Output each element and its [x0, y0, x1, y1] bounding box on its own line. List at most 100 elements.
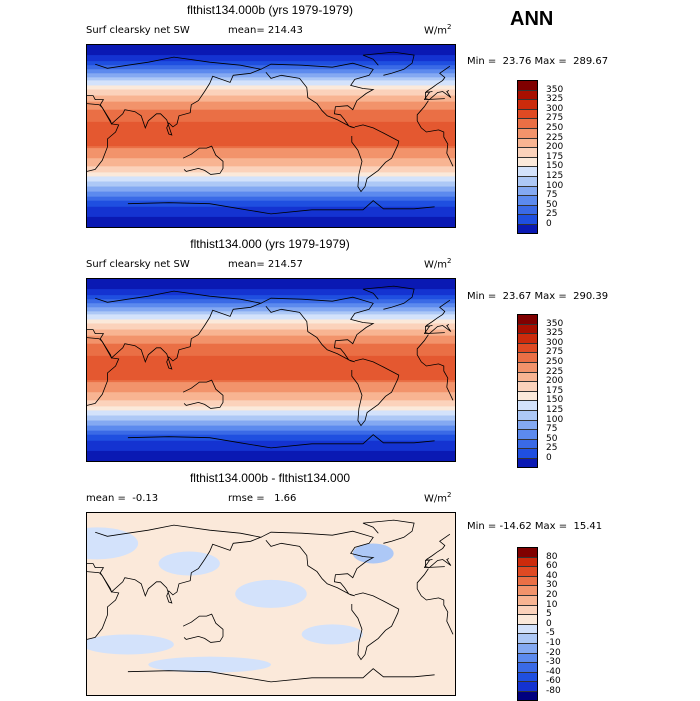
colorbar-level-label: -60	[546, 676, 561, 687]
colorbar-level-label: 125	[546, 405, 564, 415]
coastline-africa	[424, 98, 445, 100]
colorbar-swatch	[517, 662, 538, 672]
contour-band	[158, 551, 220, 576]
contour-band	[301, 624, 363, 645]
coastline-africa	[416, 568, 454, 635]
colorbar-level-label: 75	[546, 424, 558, 435]
colorbar-level-label: 150	[546, 161, 564, 172]
contour-band	[87, 425, 455, 432]
colorbar-swatch	[517, 652, 538, 663]
colorbar-swatch	[517, 147, 538, 157]
contour-band	[87, 216, 455, 228]
colorbar-level-label: 225	[546, 132, 564, 143]
colorbar-swatch	[517, 429, 538, 439]
contour-band	[87, 450, 455, 462]
panel-1-min: 23.76	[502, 56, 532, 67]
colorbar-level-label: 350	[546, 318, 564, 329]
contour-band	[87, 158, 455, 167]
panel-3-title: flthist134.000b - flthist134.000	[189, 471, 351, 485]
panel-3-min: -14.62	[499, 521, 532, 532]
contour-band	[87, 311, 455, 315]
contour-band	[87, 61, 455, 66]
colorbar-level-label: 150	[546, 395, 564, 406]
colorbar-swatch	[517, 166, 538, 176]
coastline-africa	[86, 337, 120, 406]
colorbar-level-label: 50	[546, 433, 558, 444]
panel-2-units: W/m2	[424, 257, 452, 271]
panel-3-mean: mean = -0.13	[86, 493, 159, 504]
panel-2-mean: mean= 214.57	[228, 259, 303, 270]
panel-3-max: 15.41	[573, 521, 603, 532]
contour-band	[87, 80, 455, 86]
contour-band	[87, 73, 455, 78]
coastline-australia	[182, 145, 224, 175]
colorbar-level-label: -30	[546, 657, 561, 668]
colorbar-swatch	[517, 410, 538, 420]
coastline-antarctica	[127, 434, 435, 449]
colorbar-level-label: 10	[546, 599, 558, 610]
colorbar-level-label: -40	[546, 666, 561, 677]
colorbar-level-label: 200	[546, 376, 564, 387]
panel-3-minmax: Min = -14.62 Max = 15.41	[467, 521, 603, 532]
panel-1-mean: mean= 214.43	[228, 25, 303, 36]
panel-2-variable: Surf clearsky net SW	[86, 259, 190, 270]
colorbar-level-label: 125	[546, 171, 564, 181]
contour-band	[81, 634, 174, 655]
contour-band	[87, 319, 455, 324]
contour-band	[87, 355, 455, 381]
contour-band	[87, 440, 455, 452]
coastline-europe-asia	[424, 324, 452, 335]
panel-1-units: W/m2	[424, 23, 452, 37]
colorbar-level-label: 100	[546, 180, 564, 191]
colorbar-level-label: 75	[546, 190, 558, 201]
contour-band	[87, 77, 455, 81]
panel-3-map	[56, 512, 456, 696]
colorbar-swatch	[517, 681, 538, 691]
panel-1-variable: Surf clearsky net SW	[86, 25, 190, 36]
contour-band	[87, 166, 455, 173]
coastline-africa	[86, 103, 120, 172]
contour-band	[87, 299, 455, 304]
colorbar-level-label: 20	[546, 590, 558, 600]
colorbar-level-label: 0	[546, 453, 552, 463]
contour-band	[87, 279, 455, 290]
coastline-africa	[416, 334, 454, 401]
colorbar-swatch	[517, 99, 538, 109]
colorbar-level-label: 50	[546, 199, 558, 210]
colorbar-level-label: 0	[546, 618, 552, 629]
contour-band	[352, 543, 394, 564]
contour-band	[87, 191, 455, 198]
contour-band	[87, 303, 455, 308]
coastline-europe-asia	[424, 558, 452, 569]
contour-band	[87, 295, 455, 300]
colorbar-swatch	[517, 342, 538, 353]
panel-1-map	[86, 44, 456, 228]
contour-band	[87, 45, 455, 56]
panel-1-minmax: Min = 23.76 Max = 289.67	[467, 56, 609, 67]
colorbar-level-label: 250	[546, 123, 564, 133]
colorbar-level-label: 60	[546, 561, 558, 572]
coastline-north-america	[260, 296, 375, 363]
colorbar-swatch	[517, 371, 538, 382]
contour-band	[87, 420, 455, 427]
colorbar-level-label: 225	[546, 366, 564, 377]
colorbar-level-label: 175	[546, 151, 564, 162]
coastline-south-america	[351, 592, 400, 661]
colorbar-swatch	[517, 671, 538, 682]
colorbar-swatch	[517, 381, 538, 391]
colorbar-level-label: 300	[546, 103, 564, 114]
contour-band	[87, 329, 455, 337]
colorbar-level-label: 325	[546, 328, 564, 339]
coastline-australia	[182, 613, 224, 643]
contour-band	[87, 69, 455, 74]
colorbar-level-label: 275	[546, 347, 564, 358]
colorbar-frame	[517, 80, 538, 234]
coastline-greenland	[362, 285, 415, 310]
panel-2-min: 23.67	[502, 291, 532, 302]
contour-band	[87, 406, 455, 411]
coastline-africa	[424, 566, 445, 568]
coastline-europe-asia	[424, 90, 452, 101]
contour-band	[87, 289, 455, 296]
panel-2-title: flthist134.000 (yrs 1979-1979)	[190, 237, 350, 251]
colorbar-swatch	[517, 185, 538, 196]
